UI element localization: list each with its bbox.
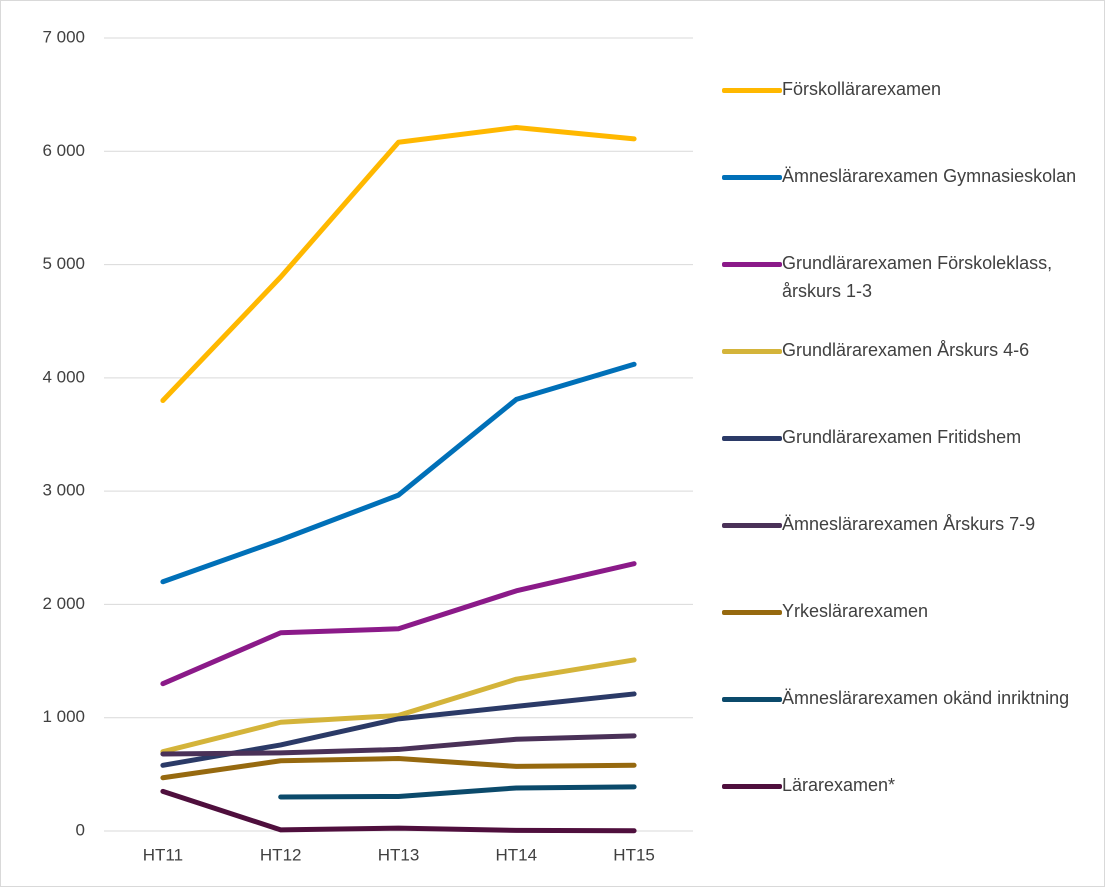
- x-tick-label: HT12: [260, 845, 302, 864]
- series-line: [160, 755, 637, 781]
- legend-item: Lärarexamen*: [722, 774, 1092, 799]
- legend-label: Lärarexamen*: [782, 775, 896, 795]
- legend-item: Ämneslärarexamen Årskurs 7-9: [722, 513, 1092, 538]
- x-tick-label: HT14: [496, 845, 538, 864]
- legend-item: Ämneslärarexamen Gymnasieskolan: [722, 165, 1092, 190]
- legend-label: Yrkeslärarexamen: [782, 601, 929, 621]
- y-tick-label: 0: [76, 820, 85, 839]
- legend-swatch: [722, 262, 782, 267]
- legend-label: Grundlärarexamen Årskurs 4-6: [782, 340, 1030, 360]
- legend-swatch: [722, 175, 782, 180]
- y-tick-label: 6 000: [42, 141, 85, 160]
- series-line: [278, 784, 637, 800]
- legend-label: Ämneslärarexamen Årskurs 7-9: [782, 514, 1036, 534]
- series-line: [160, 733, 637, 757]
- legend-item: Förskollärarexamen: [722, 78, 1092, 103]
- x-tick-label: HT11: [143, 845, 183, 864]
- legend-item: Ämneslärarexamen okänd inriktning: [722, 687, 1092, 712]
- legend-label: Förskollärarexamen: [782, 79, 942, 99]
- series-line: [160, 124, 637, 404]
- y-tick-label: 1 000: [42, 707, 85, 726]
- legend-swatch: [722, 436, 782, 441]
- legend-item: Grundlärarexamen Fritidshem: [722, 426, 1092, 451]
- legend-item: Grundlärarexamen Förskoleklass, årskurs …: [722, 252, 1092, 305]
- y-tick-label: 5 000: [42, 254, 85, 273]
- legend-label: Grundlärarexamen Fritidshem: [782, 427, 1022, 447]
- legend-swatch: [722, 88, 782, 93]
- legend-swatch: [722, 784, 782, 789]
- y-tick-label: 7 000: [42, 27, 85, 46]
- legend-label: Ämneslärarexamen okänd inriktning: [782, 688, 1070, 708]
- series-line: [160, 788, 637, 834]
- y-tick-label: 3 000: [42, 481, 85, 500]
- legend-label: Ämneslärarexamen Gymnasieskolan: [782, 166, 1077, 186]
- legend-swatch: [722, 697, 782, 702]
- y-tick-label: 4 000: [42, 367, 85, 386]
- legend-item: Yrkeslärarexamen: [722, 600, 1092, 625]
- series-line: [160, 657, 637, 755]
- legend-swatch: [722, 349, 782, 354]
- legend-swatch: [722, 610, 782, 615]
- legend-label: Grundlärarexamen Förskoleklass, årskurs …: [782, 253, 1053, 301]
- series-line: [160, 561, 637, 687]
- series-line: [160, 361, 637, 585]
- x-tick-label: HT15: [613, 845, 655, 864]
- legend-item: Grundlärarexamen Årskurs 4-6: [722, 339, 1092, 364]
- legend-swatch: [722, 523, 782, 528]
- y-tick-label: 2 000: [42, 594, 85, 613]
- x-tick-label: HT13: [378, 845, 420, 864]
